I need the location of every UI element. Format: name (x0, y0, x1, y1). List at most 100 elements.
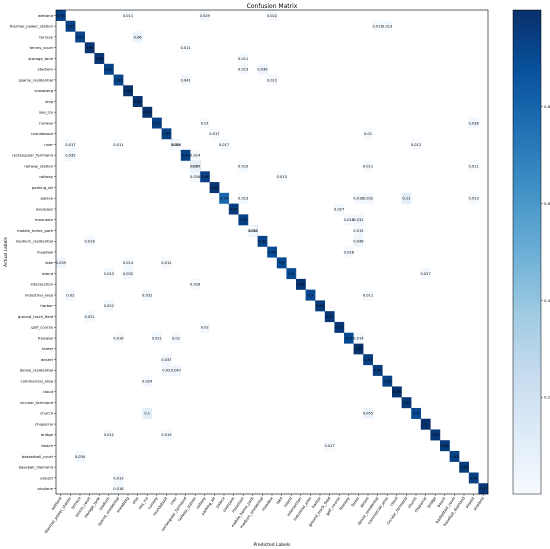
y-tick-label: parking_lot (32, 185, 54, 190)
cell-value-label: 0.89 (172, 143, 181, 147)
matrix-cells (56, 10, 489, 495)
cell-value-label: 0.11 (402, 197, 410, 201)
cell-value-label: 0.012 (104, 433, 114, 437)
cell-value-label: 0.01 (364, 132, 372, 136)
x-axis-ticks: wetlandthermal_power_stationterracetenni… (43, 494, 485, 534)
matrix-cell (113, 139, 124, 151)
matrix-cell (478, 483, 489, 495)
matrix-cell (190, 160, 201, 172)
cell-value-label: 0.93 (239, 218, 247, 222)
matrix-cell (142, 407, 153, 419)
cell-value-label: 0.96 (460, 466, 469, 470)
cell-value-label: 0.017 (65, 143, 75, 147)
cell-value-label: 0.021 (152, 336, 162, 340)
cell-value-label: 0.022 (104, 304, 114, 308)
y-tick-label: island (42, 271, 54, 276)
x-tick-label: harbor (310, 495, 322, 509)
matrix-cell (420, 418, 431, 430)
cell-value-label: 0.019 (113, 476, 124, 480)
y-tick-label: storage_tank (28, 56, 54, 61)
matrix-cell (440, 440, 450, 452)
cell-value-label: 0.02 (201, 326, 209, 330)
matrix-cell-labels: 0.93 0.93 0.92 0.98 0.98 0.92 0.92 0.99 0.99 0.99… (56, 14, 488, 491)
matrix-cell (142, 289, 153, 301)
matrix-cell (401, 192, 412, 204)
cell-value-label: 0.97 (326, 315, 334, 319)
matrix-cell (113, 483, 124, 495)
x-tick-label: beach (436, 495, 447, 508)
matrix-cell (132, 96, 143, 107)
matrix-cell (257, 63, 268, 75)
matrix-cell (161, 257, 172, 269)
x-tick-label: palace (215, 495, 227, 509)
cell-value-label: 0.011 (363, 293, 373, 297)
cell-value-label: 0.032 (353, 218, 363, 222)
cell-value-label: 0.029 (200, 14, 211, 18)
cell-value-label: 0.94 (364, 358, 373, 362)
matrix-cell (123, 10, 133, 21)
matrix-cell (200, 117, 210, 129)
cell-value-label: 0.93 (162, 132, 170, 136)
cell-value-label: 0.011 (372, 25, 382, 29)
matrix-cell (65, 149, 76, 161)
matrix-cell (190, 171, 201, 183)
x-tick-label: airplane (472, 495, 485, 511)
y-tick-label: sparse_residential (19, 77, 53, 82)
matrix-cell (75, 450, 85, 462)
y-tick-label: medium_residential (16, 239, 53, 244)
cell-value-label: 0.014 (123, 261, 134, 265)
cell-value-label: 0.018 (344, 218, 355, 222)
y-tick-label: stadium (38, 67, 54, 72)
matrix-cell (238, 214, 249, 226)
matrix-cell (113, 332, 124, 344)
matrix-cell (123, 85, 133, 97)
cell-value-label: 0.018 (113, 487, 124, 491)
cell-value-label: 0.055 (363, 412, 373, 416)
cell-value-label: 0.032 (363, 197, 373, 201)
x-tick-label: island (282, 495, 293, 508)
cell-value-label: 0.99 (124, 89, 133, 93)
matrix-cell (267, 10, 277, 21)
matrix-cell (430, 429, 441, 441)
cell-value-label: 0.022 (267, 14, 277, 18)
cell-value-label: 0.011 (123, 14, 133, 18)
chart-title: Confusion Matrix (247, 3, 298, 10)
matrix-cell (344, 332, 354, 344)
cell-value-label: 0.016 (113, 336, 124, 340)
cell-value-label: 0.024 (142, 379, 153, 383)
y-tick-label: intersection (30, 282, 53, 287)
y-tick-label: basketball_court (22, 454, 54, 459)
cell-value-label: 0.017 (324, 444, 334, 448)
cell-value-label: 0.013 (276, 175, 286, 179)
cell-value-label: 0.96 (316, 304, 325, 308)
matrix-cell (152, 332, 162, 344)
matrix-cell (171, 332, 181, 344)
cell-value-label: 0.012 (411, 143, 421, 147)
y-tick-label: river (44, 142, 53, 147)
cell-value-label: 0.014 (171, 143, 182, 147)
x-tick-label: desert (359, 495, 370, 508)
cell-value-label: 0.95 (230, 207, 238, 211)
cell-value-label: 0.079 (190, 164, 201, 168)
y-tick-label: cloud (43, 389, 54, 394)
cell-value-label: 0.99 (393, 390, 402, 394)
cell-value-label: 0.031 (142, 293, 152, 297)
matrix-cell (353, 225, 364, 237)
cell-value-label: 0.9 (288, 272, 294, 276)
cell-value-label: 0.92 (76, 35, 84, 39)
matrix-cell (363, 160, 373, 172)
cell-value-label: 0.017 (219, 143, 229, 147)
matrix-cell (468, 117, 479, 129)
y-tick-label: ground_track_field (18, 314, 54, 319)
y-tick-label: railway_station (24, 163, 53, 168)
matrix-cell (324, 311, 335, 323)
cell-value-label: 0.019 (238, 164, 249, 168)
cell-value-label: 1 (424, 422, 426, 426)
y-tick-label: airport (40, 475, 53, 480)
matrix-cell (286, 268, 297, 280)
matrix-cell (468, 192, 479, 204)
y-tick-label: tennis_court (30, 45, 54, 50)
y-tick-label: wetland (38, 13, 54, 18)
y-tick-label: mobile_home_park (17, 228, 54, 233)
cell-value-label: 0.017 (209, 132, 219, 136)
